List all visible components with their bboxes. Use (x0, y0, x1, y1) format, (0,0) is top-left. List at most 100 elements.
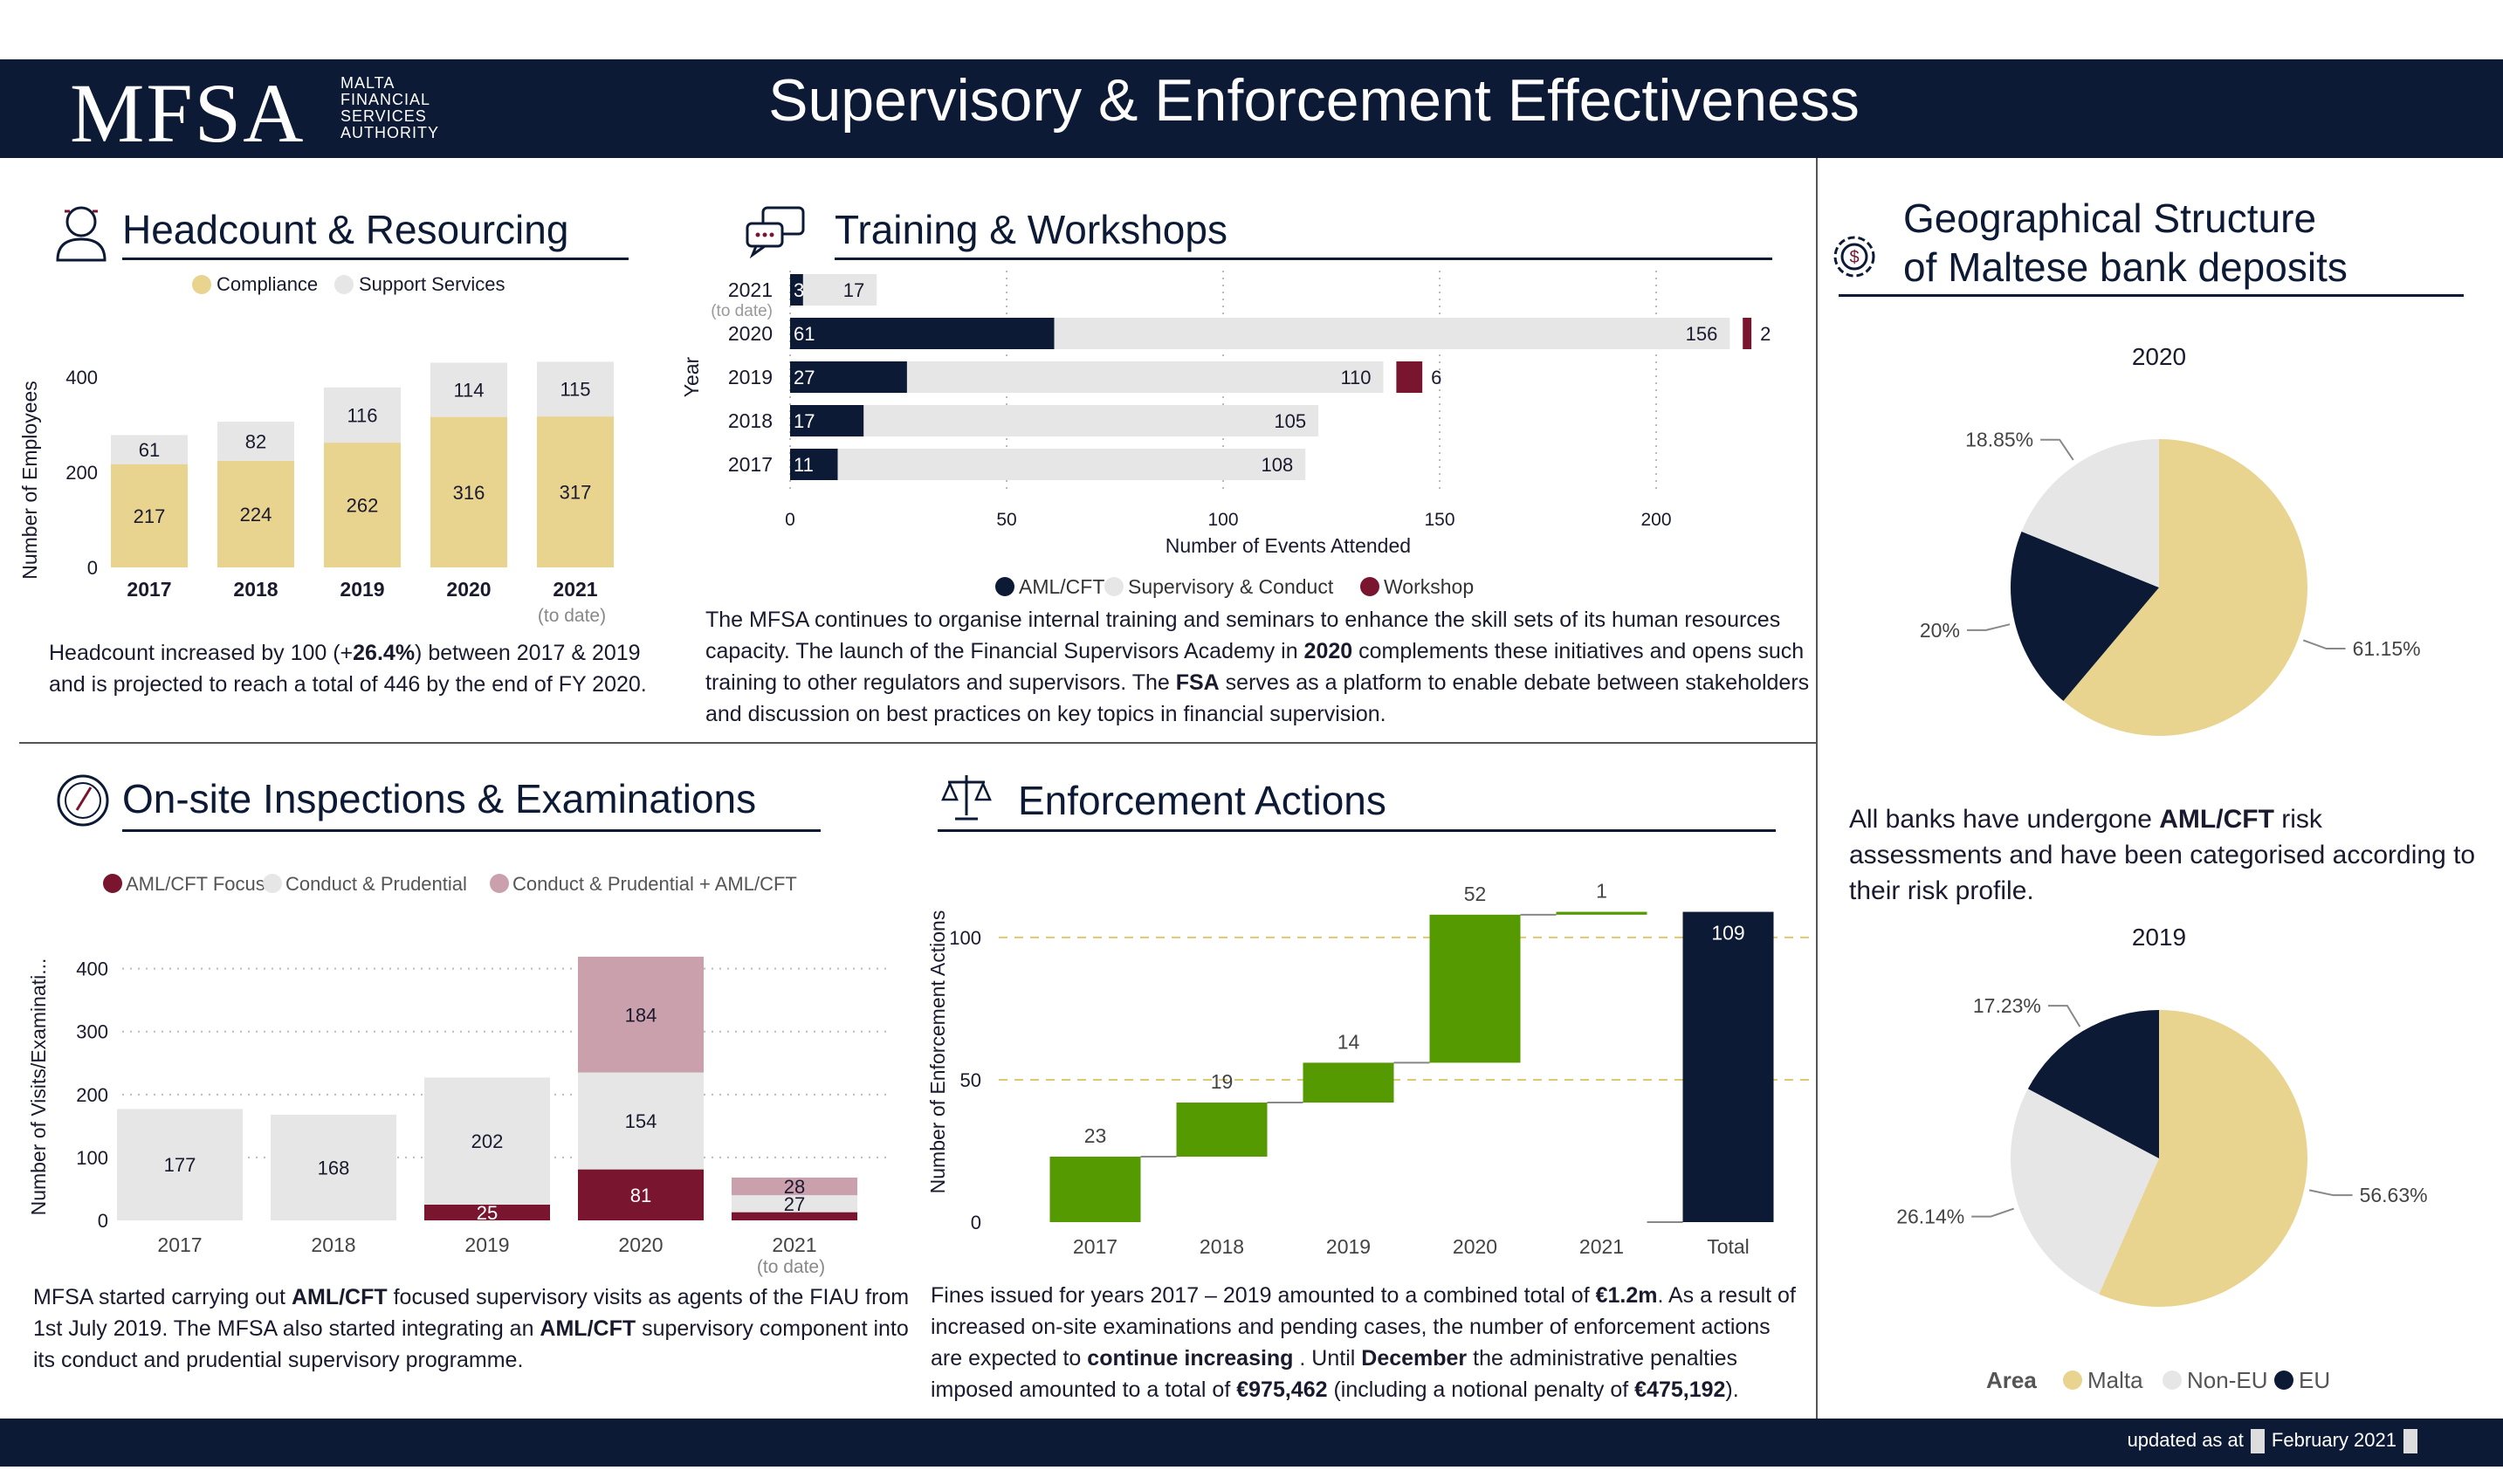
legend-label: Workshop (1384, 575, 1474, 598)
x-tick-label: 2017 (1073, 1235, 1117, 1258)
pie-label: 20% (1920, 619, 1960, 642)
pie-leader-line (1971, 1207, 2014, 1218)
y-tick-label: 400 (76, 958, 108, 980)
svg-text:$: $ (1849, 248, 1859, 267)
logo-subtitle: MALTA FINANCIAL SERVICES AUTHORITY (340, 74, 440, 141)
x-axis-label: Number of Events Attended (1166, 534, 1411, 557)
data-label: 3 (794, 279, 804, 301)
y-tick-label: 2019 (728, 366, 773, 388)
legend-swatch (2163, 1371, 2182, 1390)
data-label: 27 (794, 367, 815, 388)
bar-segment (111, 464, 188, 567)
data-label: 262 (347, 495, 379, 517)
data-label: 317 (560, 482, 592, 504)
x-tick-label: 200 (1640, 510, 1671, 530)
bar-segment (790, 449, 838, 480)
bar-segment (578, 1072, 704, 1170)
enforcement-title: Enforcement Actions (1018, 778, 1386, 823)
bar-segment (837, 449, 1306, 480)
x-tick-label: 0 (785, 510, 795, 530)
pie-title: 2020 (2132, 343, 2186, 370)
bar-segment (732, 1212, 857, 1220)
x-tick-label: 2020 (618, 1233, 663, 1256)
geo-2019-pie-chart: 2019 56.63% 26.14% 17.23% Area Malta Non-EU EU (1896, 924, 2427, 1393)
legend-label: AML/CFT (1019, 575, 1104, 598)
bar-segment (324, 387, 401, 443)
legend-swatch (2063, 1371, 2082, 1390)
legend-label: EU (2299, 1367, 2330, 1393)
gauge-icon (57, 774, 109, 827)
data-label: 11 (794, 454, 814, 476)
pie-label: 17.23% (1973, 994, 2041, 1017)
waterfall-bar (1682, 911, 1774, 1222)
y-tick-label: 2018 (728, 409, 773, 432)
waterfall-bar (1176, 1103, 1268, 1157)
enforcement-text: Fines issued for years 2017 – 2019 amoun… (931, 1283, 1796, 1402)
mfsa-logo: MFSA (70, 66, 306, 160)
pie-leader-line (1966, 623, 2011, 631)
data-label: 61 (139, 439, 160, 461)
data-label: 184 (625, 1004, 657, 1026)
x-tick-label: 2019 (464, 1233, 509, 1256)
pie-slice (2027, 1010, 2159, 1158)
onsite-underline (122, 829, 821, 832)
pie-label: 18.85% (1965, 429, 2033, 451)
geo-title: Geographical Structure of Maltese bank de… (1903, 196, 2348, 290)
legend-swatch (263, 874, 282, 893)
data-label: 202 (471, 1130, 504, 1152)
pie-slice (2011, 531, 2159, 701)
legend-label: Supervisory & Conduct (1128, 575, 1334, 598)
bar-segment (430, 416, 507, 567)
data-label: 17 (843, 279, 864, 301)
bar-segment (424, 1077, 550, 1205)
bar-segment (537, 416, 614, 567)
pie-slice (2021, 439, 2159, 587)
bar-segment (790, 318, 1055, 349)
y-tick-label: 0 (971, 1212, 981, 1233)
training-text: The MFSA continues to organise internal … (705, 608, 1810, 726)
bar-segment (1743, 318, 1752, 349)
vertical-divider (1816, 158, 1818, 1419)
headcount-chart: Compliance Support Services Number of Empl… (18, 273, 614, 626)
bar-segment (271, 1114, 396, 1220)
x-tick-label: 100 (1207, 510, 1238, 530)
data-label: 61 (794, 323, 815, 345)
legend-label: Non-EU (2187, 1367, 2267, 1393)
x-tick-label: 2017 (157, 1233, 202, 1256)
bar-segment (790, 361, 907, 393)
training-title: Training & Workshops (835, 207, 1227, 252)
legend-swatch (334, 275, 354, 294)
bar-segment (1396, 361, 1423, 393)
x-tick-label: 2018 (233, 578, 278, 601)
pie-leader-line (2047, 1005, 2081, 1027)
data-label: 177 (164, 1154, 196, 1176)
bar-segment (790, 274, 803, 306)
x-tick-label: 2021 (1579, 1235, 1624, 1258)
pie-slice (2063, 439, 2307, 736)
training-underline (835, 258, 1772, 260)
bar-segment (906, 361, 1384, 393)
y-tick-label: 400 (65, 367, 98, 388)
y-tick-label: 100 (949, 927, 981, 949)
legend-label: Conduct & Prudential (285, 873, 467, 895)
bar-segment (732, 1195, 857, 1213)
legend-swatch (103, 874, 122, 893)
legend-label: Malta (2087, 1367, 2143, 1393)
x-tick-note: (to date) (757, 1257, 825, 1277)
data-label: 19 (1211, 1070, 1234, 1093)
y-tick-label: 2021 (728, 278, 773, 301)
data-label: 52 (1464, 883, 1487, 905)
updated-label: updated as at February 2021 (2128, 1429, 2424, 1454)
data-label: 81 (630, 1185, 651, 1206)
legend-swatch (995, 577, 1014, 596)
waterfall-bar (1556, 911, 1647, 915)
data-label: 115 (560, 379, 590, 401)
onsite-chart: AML/CFT Focus Conduct & Prudential Conduct… (27, 873, 890, 1277)
geo-underline (1839, 294, 2464, 297)
bar-segment (217, 422, 294, 461)
data-label: 25 (477, 1202, 498, 1224)
x-tick-label: 2020 (446, 578, 491, 601)
data-label: 17 (794, 410, 815, 432)
legend-label: Compliance (217, 273, 318, 295)
